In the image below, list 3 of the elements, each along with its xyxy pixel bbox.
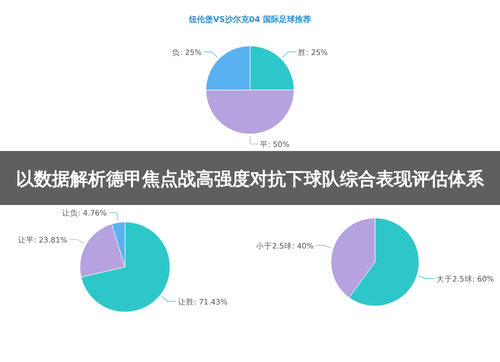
chart-title: 纽伦堡VS沙尔克04 国际足球推荐 xyxy=(188,15,311,24)
text: 以数据解析德甲焦点战高强度对抗下球队综合表现评估体系 xyxy=(16,169,485,190)
pie-slice xyxy=(80,222,170,312)
